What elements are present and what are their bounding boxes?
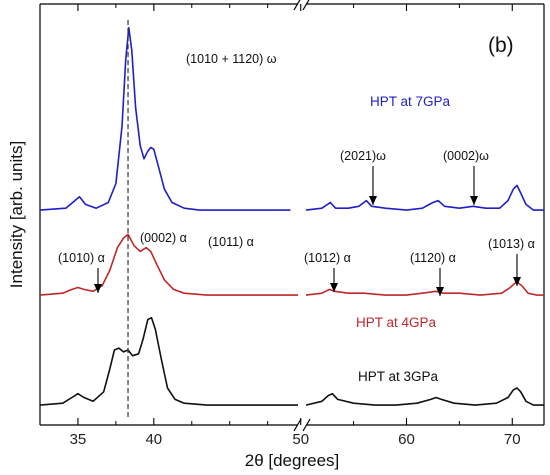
axis-break-mark-top-2	[302, 0, 310, 11]
annotation-arrow-head	[94, 284, 102, 293]
x-tick-label-60: 60	[398, 431, 415, 448]
series-line-3-left	[39, 316, 298, 406]
x-axis-title: 2θ [degrees]	[245, 451, 340, 470]
annotation-peak-w-main: (1010 + 1120) ω	[186, 52, 277, 66]
series-label-1: HPT at 7GPa	[370, 94, 451, 109]
annotation-arrow-head	[330, 283, 338, 292]
annotation-a-0002: (0002) α	[140, 231, 187, 245]
axis-break-mark-bottom-2	[302, 418, 311, 432]
annotation-w-2021: (2021)ω	[340, 149, 386, 163]
annotation-arrow-head	[513, 277, 521, 286]
annotation-a-1012: (1012) α	[304, 251, 351, 265]
series-line-1-left	[39, 26, 291, 211]
x-tick-label-50: 50	[292, 431, 309, 448]
x-tick-label-70: 70	[504, 431, 521, 448]
series-line-1-right	[305, 184, 544, 211]
x-tick-label-40: 40	[145, 431, 162, 448]
annotation-arrow-head	[470, 196, 478, 205]
axis-break-mark-top-1	[293, 0, 301, 11]
y-axis-title: Intensity [arb. units]	[7, 141, 26, 288]
annotation-a-1120: (1120) α	[410, 251, 456, 265]
series-line-3-right	[305, 387, 544, 406]
series-line-2-left	[39, 233, 298, 296]
annotation-a-1010: (1010) α	[58, 251, 105, 265]
annotation-a-1013: (1013) α	[488, 237, 535, 251]
annotation-a-1011: (1011) α	[208, 235, 254, 249]
x-tick-label-35: 35	[70, 431, 87, 448]
series-label-3: HPT at 3GPa	[358, 369, 439, 384]
panel-label: (b)	[488, 34, 514, 57]
annotation-arrow-head	[436, 287, 444, 296]
annotation-arrow-head	[369, 196, 377, 205]
series-line-2-right	[305, 281, 544, 296]
series-label-2: HPT at 4GPa	[356, 315, 437, 330]
axis-break-mark-bottom-1	[293, 418, 302, 432]
annotation-w-0002: (0002)ω	[443, 149, 489, 163]
